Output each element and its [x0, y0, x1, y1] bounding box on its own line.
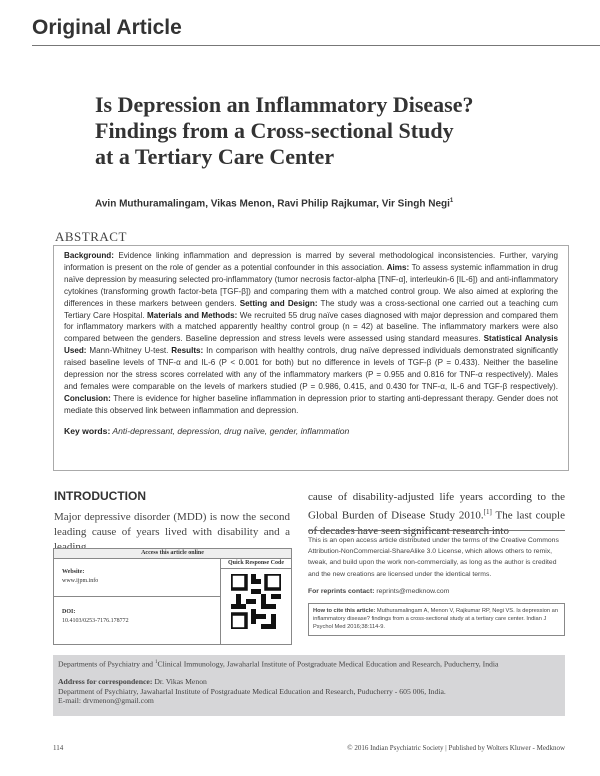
doi-label: DOI:	[62, 609, 76, 615]
abstract-section-label: Conclusion:	[64, 393, 111, 403]
page-number: 114	[53, 744, 64, 752]
doi-cell: DOI: 10.4103/0253-7176.178772	[54, 597, 221, 644]
text: Departments of Psychiatry and	[58, 659, 155, 669]
text: cause of disability-adjusted life years …	[308, 491, 565, 522]
reprints-email-link[interactable]: reprints@medknow.com	[374, 587, 450, 595]
abstract-section-text: Mann-Whitney U-test.	[86, 346, 172, 356]
authors: Avin Muthuramalingam, Vikas Menon, Ravi …	[95, 198, 453, 209]
article-type: Original Article	[32, 16, 182, 39]
abstract-section-text: To assess systemic inflammation in drug …	[64, 262, 558, 308]
copyright: © 2016 Indian Psychiatric Society | Publ…	[347, 744, 565, 752]
affiliation: Departments of Psychiatry and 1Clinical …	[58, 658, 560, 669]
title-line: at a Tertiary Care Center	[95, 144, 335, 169]
abstract-section-label: Setting and Design:	[239, 298, 318, 308]
abstract-heading: ABSTRACT	[55, 229, 127, 244]
abstract-section-text: In comparison with healthy controls, dru…	[64, 346, 558, 391]
corr-label: Address for correspondence:	[58, 677, 153, 687]
access-article-box: Access this article online Website: www.…	[53, 548, 292, 645]
abstract-section-text: Evidence linking inflammation and depres…	[64, 251, 558, 272]
keywords-list: Anti-depressant, depression, drug naïve,…	[110, 425, 350, 436]
license-text: This is an open access article distribut…	[308, 537, 559, 578]
abstract-section-text: The study was a cross-sectional one carr…	[64, 298, 559, 320]
website-cell: Website: www.ijpm.info	[54, 559, 221, 597]
abstract-section-text: We recruited 55 drug naïve cases diagnos…	[64, 310, 559, 344]
abstract-section-label: Statistical Analysis Used:	[64, 334, 558, 356]
abstract-section-label: Background:	[64, 251, 114, 260]
corr-email[interactable]: E-mail: drvmenon@gmail.com	[58, 696, 154, 706]
keywords-label: Key words:	[64, 425, 111, 436]
doi-link[interactable]: 10.4103/0253-7176.178772	[62, 618, 129, 624]
abstract-text: Background: Evidence linking inflammatio…	[64, 250, 558, 417]
open-access-notice: This is an open access article distribut…	[308, 530, 565, 636]
correspondence: Address for correspondence: Dr. Vikas Me…	[58, 677, 560, 687]
website-link[interactable]: www.ijpm.info	[62, 578, 99, 584]
abstract-box: Background: Evidence linking inflammatio…	[53, 245, 569, 471]
reference-link[interactable]: [1]	[483, 508, 492, 516]
cite-label: How to cite this article:	[313, 608, 376, 615]
affiliation-mark: 1	[154, 660, 158, 665]
reprints-label: For reprints contact:	[308, 587, 375, 595]
author-affiliation-mark: 1	[449, 198, 454, 204]
qr-label: Quick Response Code	[221, 559, 291, 569]
cite-text: Muthuramalingam A, Menon V, Rajkumar RP,…	[313, 608, 558, 631]
qr-cell: Quick Response Code	[221, 559, 291, 629]
corr-name: Dr. Vikas Menon	[152, 677, 207, 687]
reprints-contact: For reprints contact: reprints@medknow.c…	[308, 586, 565, 597]
qr-code-icon[interactable]	[231, 574, 281, 629]
website-label: Website:	[62, 569, 85, 575]
text: Clinical Immunology, Jawaharlal Institut…	[157, 659, 499, 669]
keywords: Key words: Anti-depressant, depression, …	[64, 426, 558, 438]
abstract-section-label: Materials and Methods:	[146, 310, 238, 320]
divider	[32, 45, 600, 46]
correspondence-box: Departments of Psychiatry and 1Clinical …	[53, 655, 565, 716]
abstract-section-label: Results:	[171, 346, 204, 356]
corr-address: Department of Psychiatry, Jawaharlal Ins…	[58, 686, 446, 696]
intro-right-text: cause of disability-adjusted life years …	[308, 490, 565, 539]
abstract-section-label: Aims:	[386, 262, 410, 272]
access-header: Access this article online	[54, 549, 291, 559]
author-names: Avin Muthuramalingam, Vikas Menon, Ravi …	[95, 198, 450, 210]
title-line: Findings from a Cross-sectional Study	[95, 118, 454, 143]
article-title: Is Depression an Inflammatory Disease? F…	[95, 92, 525, 170]
abstract-section-text: There is evidence for higher baseline in…	[64, 393, 558, 415]
title-line: Is Depression an Inflammatory Disease?	[95, 92, 474, 117]
citation-box: How to cite this article: Muthuramalinga…	[308, 603, 565, 636]
introduction-heading: INTRODUCTION	[54, 489, 146, 503]
